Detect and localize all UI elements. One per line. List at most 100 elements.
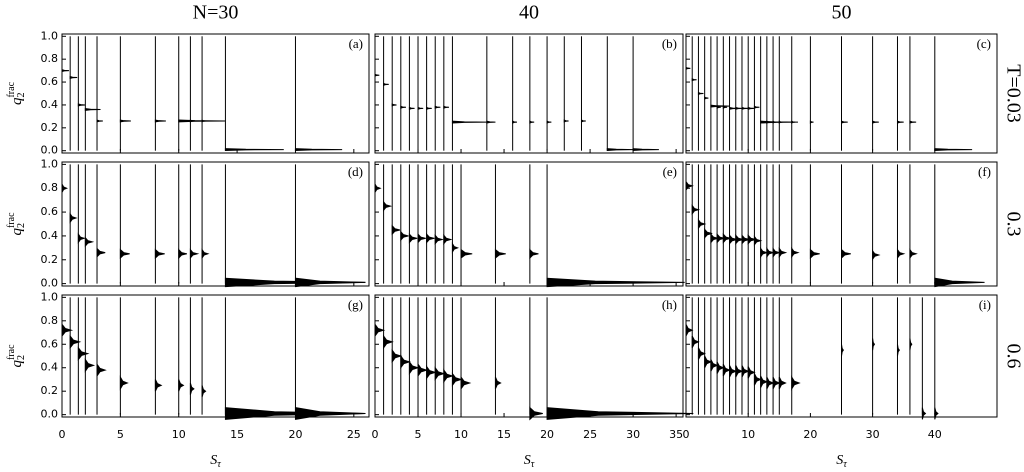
peak — [741, 365, 750, 378]
peak — [294, 277, 366, 288]
peak — [434, 105, 441, 109]
peak — [400, 105, 407, 109]
peak — [460, 248, 473, 259]
y-tick-label: 0.4 — [41, 229, 59, 242]
peak — [408, 106, 415, 110]
y-axis-label: q2frac — [6, 81, 27, 105]
row-label: 0.6 — [1002, 344, 1024, 369]
peak — [426, 232, 435, 244]
peak — [909, 338, 913, 351]
peak — [391, 103, 397, 107]
peak — [84, 108, 101, 111]
peak — [294, 148, 343, 152]
peak — [747, 366, 756, 379]
peak — [408, 232, 418, 244]
peak — [872, 338, 876, 351]
peak — [546, 120, 552, 124]
y-label-base: q — [9, 228, 25, 236]
x-tick-label: 20 — [540, 428, 554, 441]
x-label-sub: τ — [843, 459, 847, 470]
peak — [722, 232, 731, 244]
peak — [722, 363, 731, 377]
peak — [426, 365, 437, 380]
y-label-sup: frac — [6, 81, 17, 97]
peak — [772, 376, 781, 390]
x-tick-label: 10 — [172, 428, 186, 441]
peak — [119, 375, 129, 391]
peak — [96, 119, 103, 123]
peak — [697, 218, 707, 230]
peak — [697, 91, 704, 96]
y-tick-label: 0.8 — [41, 314, 59, 327]
peak — [451, 241, 460, 254]
peak — [772, 120, 777, 124]
y-tick-label: 0.6 — [41, 337, 59, 350]
y-label-base: q — [9, 360, 25, 368]
panel-label: (c) — [977, 36, 991, 51]
y-label-sub: 2 — [16, 223, 27, 228]
peak — [735, 106, 743, 110]
peak — [529, 248, 539, 260]
peak — [809, 248, 820, 260]
peak — [178, 248, 188, 260]
peak — [201, 248, 210, 260]
peak — [494, 376, 502, 390]
peak — [494, 248, 506, 260]
peak — [383, 334, 394, 350]
y-tick-label: 1.0 — [41, 157, 59, 170]
y-tick-label: 0.2 — [41, 121, 59, 134]
peak — [716, 232, 725, 244]
peak — [460, 375, 472, 391]
peak — [697, 347, 706, 360]
peak — [96, 247, 106, 259]
y-tick-label: 0.4 — [41, 361, 59, 374]
peak — [529, 406, 543, 421]
peak — [753, 105, 760, 109]
panel-label: (f) — [978, 164, 991, 179]
peak — [546, 277, 685, 288]
x-tick-label: 10 — [454, 428, 468, 441]
peak — [729, 234, 738, 245]
peak — [766, 246, 775, 259]
x-label-base: S — [836, 453, 843, 468]
peak — [154, 248, 165, 260]
panel-label: (i) — [979, 297, 991, 312]
peak — [704, 96, 709, 100]
x-tick-label: 0 — [372, 428, 379, 441]
peak — [691, 335, 700, 349]
peak — [417, 232, 426, 244]
panel-label: (b) — [662, 36, 677, 51]
peak — [443, 105, 450, 109]
peak — [178, 379, 185, 392]
peak — [119, 248, 130, 260]
peak — [716, 105, 721, 109]
peak — [841, 344, 844, 357]
x-tick-label: 15 — [230, 428, 244, 441]
peak — [741, 234, 750, 245]
peak — [443, 368, 455, 384]
peak — [189, 119, 194, 123]
peak — [841, 248, 851, 260]
peak — [408, 360, 420, 376]
peak — [294, 407, 366, 420]
peak — [896, 344, 900, 357]
panel-frame — [374, 161, 684, 287]
peak — [753, 235, 763, 247]
peak — [909, 248, 918, 260]
peak — [716, 361, 725, 374]
y-tick-label: 0.6 — [41, 75, 59, 88]
y-label-sup: frac — [6, 212, 17, 228]
peak — [61, 69, 70, 73]
peak — [710, 232, 719, 244]
y-tick-label: 0.2 — [41, 253, 59, 266]
peak — [69, 212, 78, 224]
y-tick-label: 1.0 — [41, 290, 59, 303]
peak — [747, 106, 755, 110]
x-label-sub: τ — [531, 459, 535, 470]
peak — [201, 119, 206, 123]
peak — [760, 246, 769, 259]
peak — [391, 224, 401, 236]
peak — [872, 249, 881, 261]
x-tick-label: 10 — [741, 428, 755, 441]
